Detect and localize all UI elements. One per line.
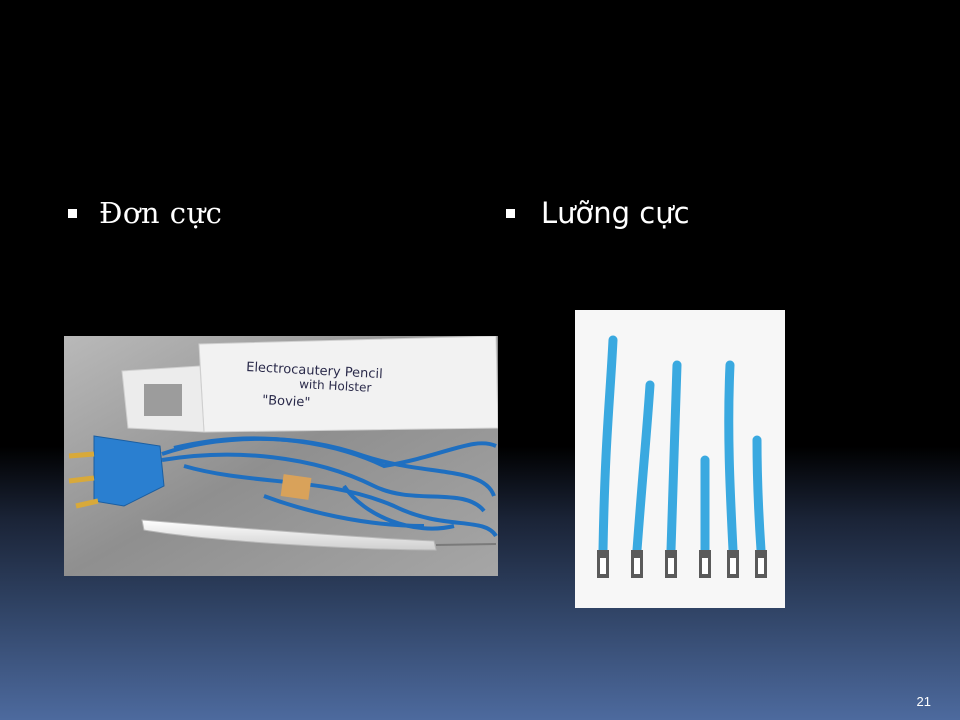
square-bullet-icon	[506, 208, 515, 218]
square-bullet-icon	[68, 208, 77, 218]
svg-text:with Holster: with Holster	[299, 377, 372, 395]
bullet-luong-cuc: Lưỡng cực	[506, 196, 690, 230]
monopolar-electrocautery-image: Electrocautery Pencil with Holster "Bovi…	[64, 336, 498, 576]
holster-handwritten-label: Electrocautery Pencil	[246, 360, 383, 382]
bipolar-forceps-image	[575, 310, 785, 608]
svg-text:"Bovie": "Bovie"	[262, 393, 311, 410]
slide-page-number: 21	[916, 694, 931, 709]
bullet-label-luong-cuc: Lưỡng cực	[541, 196, 690, 230]
bullet-label-don-cuc: Đơn cực	[99, 196, 223, 230]
bullet-don-cuc: Đơn cực	[68, 196, 222, 230]
